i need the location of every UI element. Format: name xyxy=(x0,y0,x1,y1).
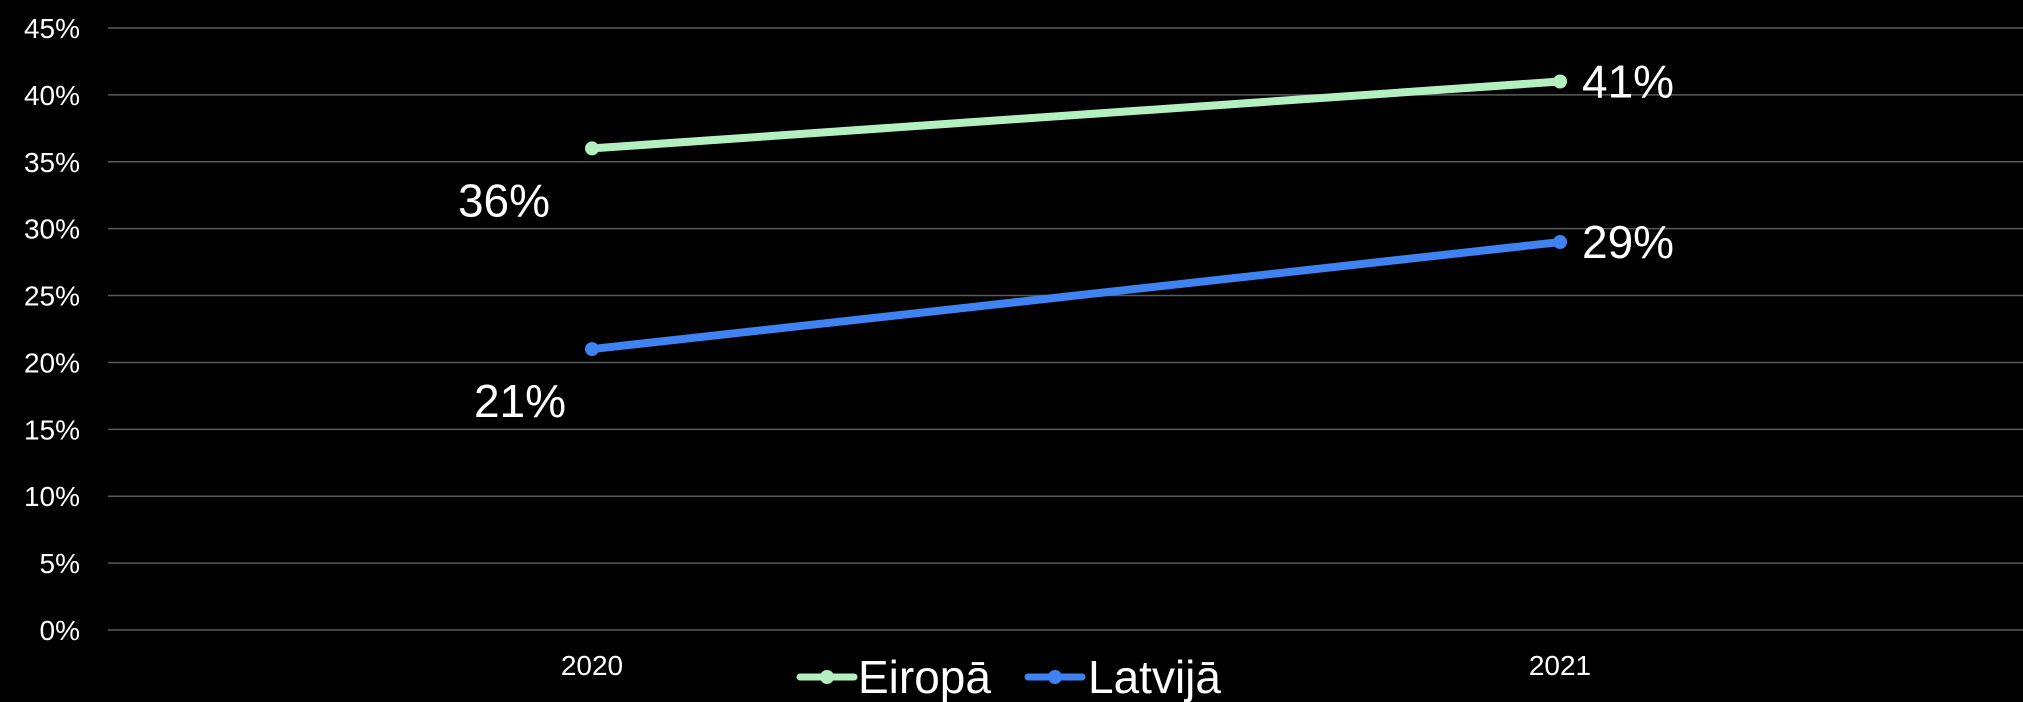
x-tick-label: 2021 xyxy=(1529,650,1591,681)
legend-marker-icon xyxy=(820,670,834,684)
y-tick-label: 30% xyxy=(24,214,80,245)
y-tick-label: 10% xyxy=(24,481,80,512)
data-label: 21% xyxy=(474,375,566,427)
y-tick-label: 0% xyxy=(40,615,80,646)
legend-item[interactable]: Eiropā xyxy=(796,651,991,702)
series-line-Eiropā xyxy=(588,77,1564,153)
data-label: 41% xyxy=(1582,56,1674,108)
legend-label: Eiropā xyxy=(858,651,991,702)
y-tick-label: 15% xyxy=(24,414,80,445)
data-point xyxy=(585,141,599,156)
y-tick-label: 25% xyxy=(24,281,80,312)
x-tick-label: 2020 xyxy=(561,650,623,681)
legend-item[interactable]: Latvijā xyxy=(1024,651,1221,702)
series-line-Latvijā xyxy=(588,238,1564,354)
data-point xyxy=(585,342,599,357)
data-point xyxy=(1553,235,1567,250)
y-tick-label: 45% xyxy=(24,13,80,44)
y-tick-label: 5% xyxy=(40,548,80,579)
y-tick-label: 35% xyxy=(24,147,80,178)
legend-marker-icon xyxy=(1048,670,1062,684)
y-tick-label: 40% xyxy=(24,80,80,111)
y-tick-label: 20% xyxy=(24,347,80,378)
data-label: 29% xyxy=(1582,216,1674,268)
legend-label: Latvijā xyxy=(1088,651,1221,702)
data-label: 36% xyxy=(458,174,550,226)
data-point xyxy=(1553,74,1567,89)
